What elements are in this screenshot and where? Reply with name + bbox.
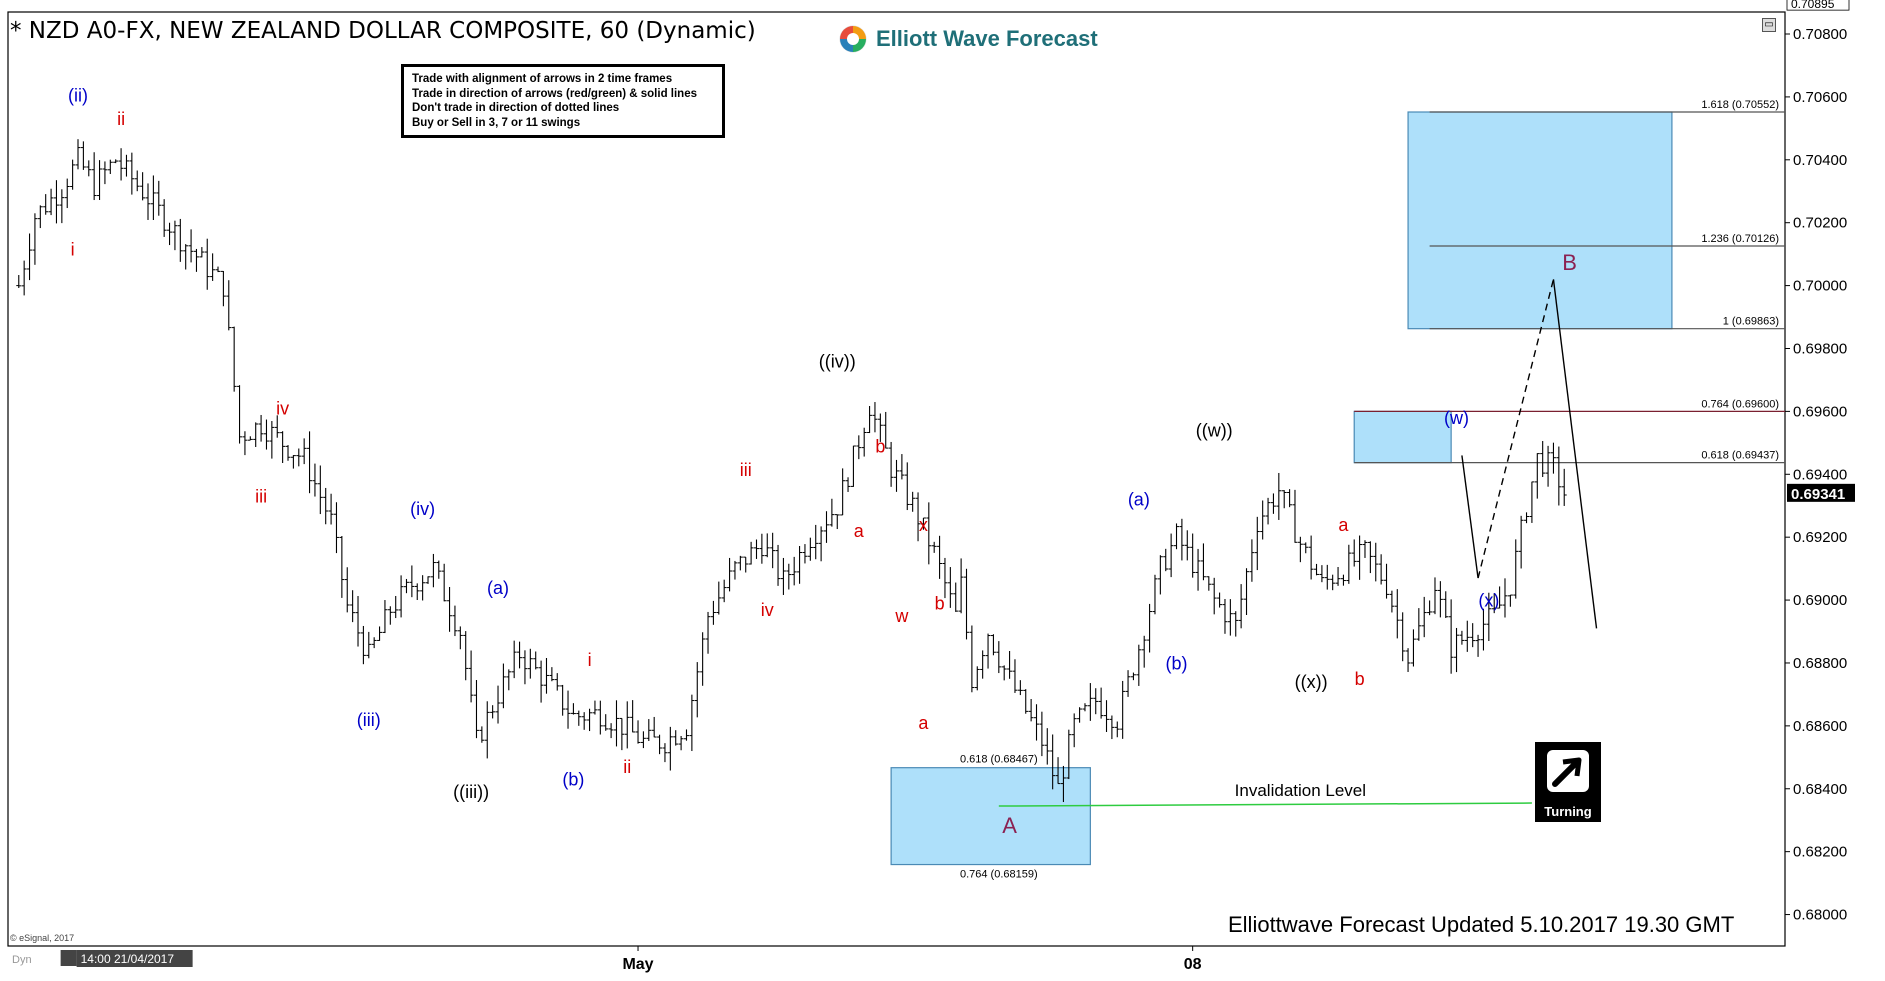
chart-title: * NZD A0-FX, NEW ZEALAND DOLLAR COMPOSIT… <box>10 18 756 44</box>
update-note: Elliottwave Forecast Updated 5.10.2017 1… <box>1228 912 1735 937</box>
wave-label: A <box>1002 813 1017 838</box>
y-tick-label: 0.70400 <box>1793 152 1847 169</box>
last-price-value: 0.69341 <box>1791 486 1845 503</box>
y-tick-label: 0.69600 <box>1793 403 1847 420</box>
wave-label: x <box>919 515 928 535</box>
wave-label: a <box>854 521 865 541</box>
y-tick-label: 0.69200 <box>1793 529 1847 546</box>
wave-label: B <box>1562 250 1577 275</box>
wave-label: (w) <box>1444 408 1469 428</box>
projection-line-dashed <box>1477 279 1555 579</box>
turning-badge: Turning <box>1535 742 1601 822</box>
turning-arrow-icon <box>1547 750 1589 792</box>
rule-line: Buy or Sell in 3, 7 or 11 swings <box>412 116 581 129</box>
x-tick-label: 14:00 21/04/2017 <box>81 952 175 966</box>
wave-label: i <box>588 650 592 670</box>
y-tick-label: 0.70600 <box>1793 89 1847 106</box>
wave-label: (x) <box>1478 590 1499 610</box>
y-tick-label: 0.68200 <box>1793 844 1847 861</box>
wave-label: iv <box>761 600 774 620</box>
wave-label: a <box>918 713 929 733</box>
rule-line: Trade in direction of arrows (red/green)… <box>412 87 698 100</box>
fib-level-label: 0.764 (0.69600) <box>1701 398 1779 410</box>
target-box <box>1353 410 1452 464</box>
wave-label: i <box>71 240 75 260</box>
target-box <box>1407 111 1673 330</box>
x-tick-label: May <box>622 956 653 973</box>
wave-label: ii <box>117 109 125 129</box>
x-tick-label: 08 <box>1184 956 1202 973</box>
top-price-box <box>1786 0 1850 11</box>
fib-level-label: 1.618 (0.70552) <box>1701 99 1779 111</box>
wave-label: a <box>1338 515 1349 535</box>
wave-label: b <box>875 436 885 456</box>
wave-label: iii <box>255 487 267 507</box>
wave-label: w <box>894 606 909 626</box>
box-level-label: 0.764 (0.68159) <box>960 869 1038 881</box>
wave-label: (b) <box>562 770 584 790</box>
y-tick-label: 0.70800 <box>1793 26 1847 43</box>
y-tick-label: 0.69000 <box>1793 592 1847 609</box>
trading-rules-box: Trade with alignment of arrows in 2 time… <box>401 64 725 138</box>
projection-line-solid <box>1552 279 1598 629</box>
wave-label: ((x)) <box>1295 672 1328 692</box>
fib-level-label: 1.236 (0.70126) <box>1701 233 1779 245</box>
top-price-readout: 0.70895 <box>1791 0 1835 11</box>
x-tick-label: Dyn <box>12 954 32 966</box>
wave-label: (iii) <box>357 710 381 730</box>
wave-label: (iv) <box>410 499 435 519</box>
target-box <box>890 767 1091 866</box>
brand-circle-icon <box>839 25 867 53</box>
rule-line: Trade with alignment of arrows in 2 time… <box>412 73 673 85</box>
fib-level-label: 1 (0.69863) <box>1723 316 1779 328</box>
y-tick-label: 0.70200 <box>1793 215 1847 232</box>
wave-label: (a) <box>487 578 509 598</box>
wave-label: ((iii)) <box>453 782 489 802</box>
date-readout-box <box>76 950 193 967</box>
y-tick-label: 0.68400 <box>1793 781 1847 798</box>
last-price-tag <box>1787 483 1855 502</box>
y-tick-label: 0.68000 <box>1793 907 1847 924</box>
wave-label: iii <box>740 460 752 480</box>
fib-level-label: 0.618 (0.69437) <box>1701 450 1779 462</box>
y-tick-label: 0.69400 <box>1793 466 1847 483</box>
y-tick-label: 0.70000 <box>1793 278 1847 295</box>
turning-label: Turning <box>1544 804 1592 819</box>
wave-label: (b) <box>1166 653 1188 673</box>
wave-label: ((w)) <box>1196 421 1233 441</box>
wave-label: b <box>935 594 945 614</box>
wave-label: (ii) <box>68 86 88 106</box>
wave-label: iv <box>276 399 289 419</box>
wave-label: (a) <box>1128 490 1150 510</box>
box-level-label: 0.618 (0.68467) <box>960 754 1038 766</box>
y-tick-label: 0.68800 <box>1793 655 1847 672</box>
invalidation-label: Invalidation Level <box>1235 781 1366 800</box>
rule-line: Don't trade in direction of dotted lines <box>412 102 620 114</box>
collapse-window-icon[interactable]: ▭ <box>1762 18 1776 32</box>
y-tick-label: 0.69800 <box>1793 340 1847 357</box>
date-cursor-icon <box>60 950 77 966</box>
copyright-note: © eSignal, 2017 <box>10 933 75 943</box>
wave-label: ii <box>623 757 631 777</box>
wave-label: ((iv)) <box>819 351 856 371</box>
brand-name: Elliott Wave Forecast <box>876 26 1098 51</box>
wave-label: b <box>1355 669 1365 689</box>
invalidation-line <box>998 802 1532 807</box>
brand-logo: Elliott Wave Forecast <box>838 22 1098 56</box>
plot-frame <box>7 11 1786 947</box>
projection-line-solid <box>1461 455 1479 579</box>
y-tick-label: 0.68600 <box>1793 718 1847 735</box>
